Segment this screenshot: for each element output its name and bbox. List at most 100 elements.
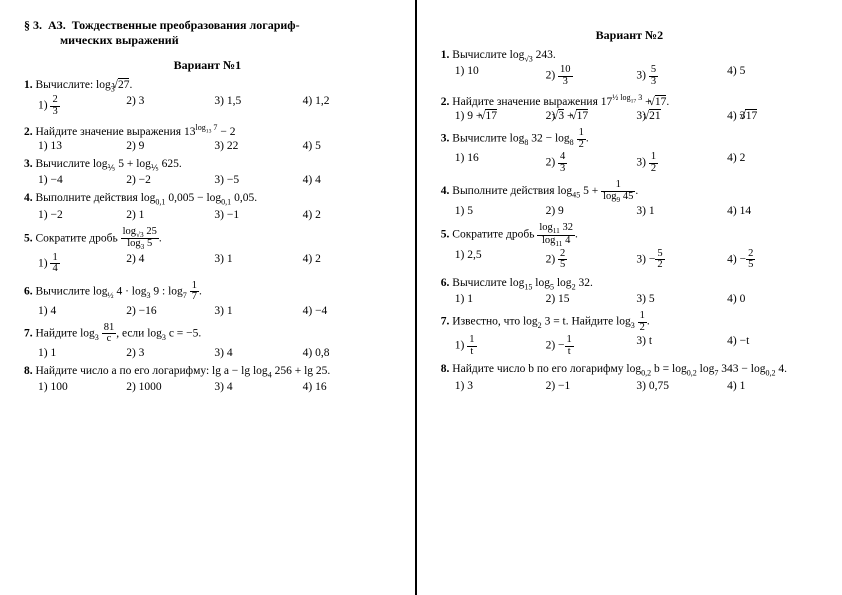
v1-a3: 1) −4 2) −2 3) −5 4) 4 bbox=[38, 174, 391, 186]
v2-q7: 7. Известно, что log2 3 = t. Найдите log… bbox=[441, 311, 818, 333]
frac: 12 bbox=[649, 152, 658, 174]
q-text: Сократите дробь bbox=[452, 229, 537, 241]
v1-q7: 7. Найдите log3 81c, если log3 c = −5. bbox=[24, 323, 391, 345]
variant-2-title: Вариант №2 bbox=[441, 28, 818, 43]
ans: 3) 22 bbox=[214, 140, 302, 152]
den-base: 9 bbox=[617, 195, 621, 204]
ans: 3) 1 bbox=[214, 305, 302, 317]
q-mid: log bbox=[697, 363, 715, 375]
q-arg: 256 + lg 25. bbox=[272, 365, 331, 377]
den-val: 4 bbox=[565, 235, 570, 246]
frac: 25 bbox=[746, 249, 755, 271]
v1-a4: 1) −2 2) 1 3) −1 4) 2 bbox=[38, 209, 391, 221]
frac: log√3 25 log3 5 bbox=[121, 227, 159, 251]
v2-a2: 1) 9 + 17 2) 3 + 17 3) 21 4) 317 bbox=[455, 110, 818, 122]
frac: 103 bbox=[558, 65, 573, 87]
q-text: Найдите значение выражения 13 bbox=[36, 126, 196, 138]
ans-label: 2) bbox=[546, 157, 556, 169]
q-num: 4. bbox=[24, 192, 33, 204]
ans-label: 3) bbox=[636, 70, 646, 82]
variant-1-title: Вариант №1 bbox=[24, 58, 391, 73]
q-mid: log bbox=[532, 277, 550, 289]
q-suffix: . bbox=[129, 79, 132, 91]
ans: 1) 3 bbox=[455, 380, 546, 392]
q-num: 3. bbox=[24, 158, 33, 170]
num-val: 32 bbox=[562, 222, 573, 233]
q-text: Найдите log bbox=[36, 327, 95, 339]
ans: 4) −4 bbox=[303, 305, 391, 317]
v1-q8: 8. Найдите число a по его логарифму: lg … bbox=[24, 365, 391, 379]
q-text: Вычислите log bbox=[36, 158, 108, 170]
ans: 1) −4 bbox=[38, 174, 126, 186]
ans: 1) 5 bbox=[455, 205, 546, 217]
q-mid: 4 · log bbox=[114, 285, 147, 297]
q-num: 5. bbox=[441, 229, 450, 241]
frac: 25 bbox=[558, 249, 567, 271]
ans: 2) −16 bbox=[126, 305, 214, 317]
log-base: 45 bbox=[572, 191, 580, 200]
q-num: 2. bbox=[441, 96, 450, 108]
ans: 1) 4 bbox=[38, 305, 126, 317]
q-arg: 243. bbox=[533, 49, 556, 61]
q-num: 8. bbox=[24, 365, 33, 377]
ans: 1) 1 bbox=[38, 347, 126, 359]
ans: 2) 9 bbox=[546, 205, 637, 217]
q-mid: 3 = t. Найдите log bbox=[542, 316, 631, 328]
frac: 23 bbox=[50, 95, 59, 117]
ans: 4) 2 bbox=[303, 209, 391, 221]
frac: 1 log9 45 bbox=[601, 180, 635, 203]
q-text: Найдите значение выражения 17 bbox=[452, 96, 612, 108]
sqrt-17: 17 bbox=[655, 95, 667, 108]
ans: 4) 16 bbox=[303, 381, 391, 393]
ans-label: 3) − bbox=[636, 254, 655, 266]
ans: 3) 12 bbox=[636, 152, 727, 174]
ans: 1) 2,5 bbox=[455, 249, 546, 271]
v1-q2: 2. Найдите значение выражения 13log13 7 … bbox=[24, 123, 391, 138]
q-text: Вычислите log bbox=[452, 49, 524, 61]
ans: 4) 4 bbox=[303, 174, 391, 186]
frac: 12 bbox=[577, 128, 586, 150]
section-label: § 3. bbox=[24, 18, 42, 32]
q-text: Найдите число b по его логарифму log bbox=[452, 363, 641, 375]
den-base: 3 bbox=[141, 242, 145, 251]
v2-q4: 4. Выполните действия log45 5 + 1 log9 4… bbox=[441, 180, 818, 203]
log-base: 3 bbox=[631, 321, 635, 330]
exp-log: log bbox=[618, 93, 630, 102]
v2-a6: 1) 1 2) 15 3) 5 4) 0 bbox=[455, 293, 818, 305]
den: 2 bbox=[638, 323, 647, 334]
q-num: 1. bbox=[24, 79, 33, 91]
frac: 17 bbox=[190, 281, 199, 303]
log-base: 0,2 bbox=[641, 369, 651, 378]
v1-a8: 1) 100 2) 1000 3) 4 4) 16 bbox=[38, 381, 391, 393]
q-text: Выполните действия log bbox=[36, 192, 156, 204]
ans-label: 3) bbox=[636, 157, 646, 169]
ans: 3) 21 bbox=[636, 110, 727, 122]
q-text: Выполните действия log bbox=[452, 185, 572, 197]
q-mid: 0,005 − log bbox=[165, 192, 221, 204]
q-arg: 625. bbox=[159, 158, 182, 170]
sqrt: 17 bbox=[576, 109, 588, 122]
ans: 1) 13 bbox=[38, 140, 126, 152]
q-num: 7. bbox=[441, 316, 450, 328]
den-val: 5 bbox=[147, 238, 152, 249]
q-num: 2. bbox=[24, 126, 33, 138]
q-suffix: . bbox=[647, 316, 650, 328]
ans: 2) 4 bbox=[126, 253, 214, 275]
log-base: 3 bbox=[95, 333, 99, 342]
v1-a1: 1) 23 2) 3 3) 1,5 4) 1,2 bbox=[38, 95, 391, 117]
ans: 4) 0 bbox=[727, 293, 818, 305]
q-text: Вычислите: log bbox=[36, 79, 111, 91]
num: 1 bbox=[577, 128, 586, 140]
log-base: 8 bbox=[570, 138, 574, 147]
section-header: § 3. АЗ. Тождественные преобразования ло… bbox=[24, 18, 391, 48]
v1-q3: 3. Вычислите log⅕ 5 + log⅕ 625. bbox=[24, 158, 391, 172]
q-arg: 0,05. bbox=[231, 192, 257, 204]
ans: 2) 25 bbox=[546, 249, 637, 271]
ans-label: 4) − bbox=[727, 254, 746, 266]
frac: 14 bbox=[50, 253, 59, 275]
ans: 2) −1t bbox=[546, 335, 637, 357]
ans: 1) 9 + 17 bbox=[455, 110, 546, 122]
ans: 1) 16 bbox=[455, 152, 546, 174]
q-text: Вычислите log bbox=[36, 285, 108, 297]
ans: 3) 4 bbox=[214, 381, 302, 393]
